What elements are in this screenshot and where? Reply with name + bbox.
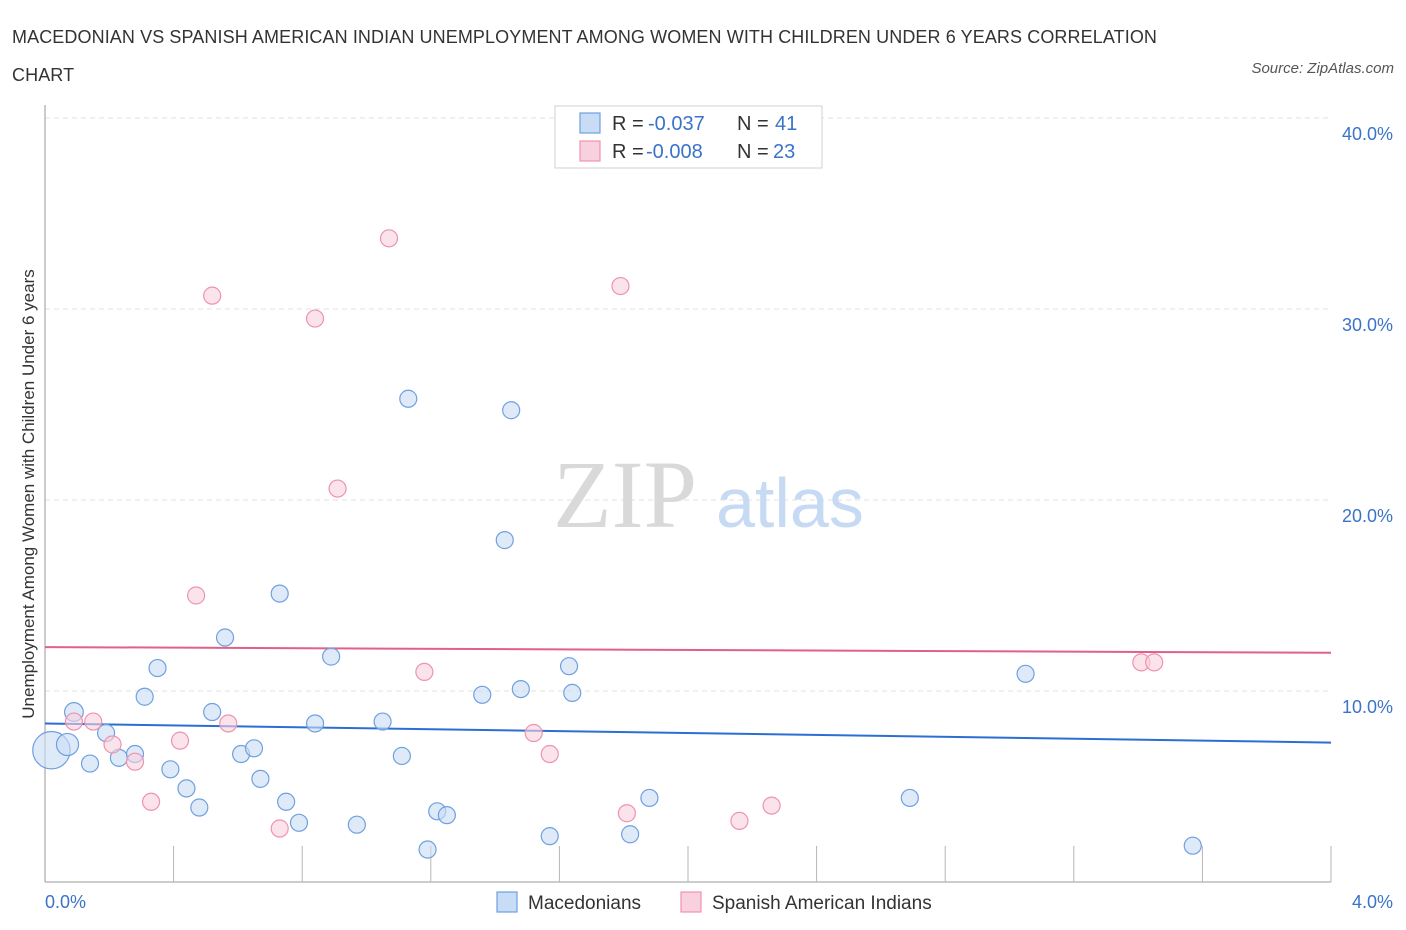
point-macedonians-31 — [511, 679, 530, 699]
point-spanish-american-indians-10 — [305, 309, 325, 328]
legend-n-value-1: 23 — [773, 141, 795, 163]
bottom-legend-label-macedonians: Macedonians — [528, 893, 641, 914]
bottom-legend-swatch-macedonians — [496, 891, 518, 913]
grid-lines — [45, 117, 1331, 692]
point-spanish-american-indians-17 — [617, 804, 637, 823]
point-spanish-american-indians-7 — [203, 286, 222, 305]
y-tick-label-10: 10.0% — [1342, 697, 1393, 717]
legend-r-label-1: R = — [612, 141, 644, 163]
legend-r-label-0: R = — [612, 113, 644, 135]
point-macedonians-21 — [322, 647, 341, 666]
point-macedonians-30 — [495, 531, 514, 550]
correlation-legend: R = -0.037 N = 41 R = -0.008 N = 23 — [554, 105, 823, 169]
x-tick-label-min: 0.0% — [45, 892, 86, 912]
point-macedonians-11 — [190, 798, 209, 817]
trend-line-macedonians — [44, 722, 1332, 744]
point-spanish-american-indians-4 — [141, 792, 161, 811]
watermark-atlas: atlas — [716, 464, 864, 542]
series-legend: Macedonians Spanish American Indians — [496, 891, 932, 914]
point-macedonians-29 — [473, 685, 492, 704]
point-spanish-american-indians-18 — [730, 811, 749, 830]
point-spanish-american-indians-12 — [379, 229, 399, 248]
point-macedonians-17 — [270, 584, 289, 603]
point-spanish-american-indians-9 — [270, 819, 289, 838]
point-macedonians-28 — [437, 806, 456, 825]
point-spanish-american-indians-19 — [762, 796, 781, 815]
legend-n-label-1: N = — [737, 141, 769, 163]
point-spanish-american-indians-14 — [524, 723, 543, 743]
bottom-legend-label-spanish-american-indians: Spanish American Indians — [712, 893, 932, 914]
point-macedonians-34 — [559, 657, 579, 676]
bottom-legend-swatch-spanish-american-indians — [680, 891, 702, 913]
y-tick-label-30: 30.0% — [1342, 315, 1393, 335]
trend-line-spanish-american-indians — [44, 646, 1332, 654]
point-spanish-american-indians-0 — [64, 712, 84, 731]
point-macedonians-22 — [347, 815, 366, 834]
x-tick-label-max: 4.0% — [1352, 892, 1393, 912]
chart-title: MACEDONIAN VS SPANISH AMERICAN INDIAN UN… — [12, 27, 1158, 85]
point-macedonians-23 — [373, 712, 392, 731]
point-spanish-american-indians-5 — [170, 731, 190, 750]
point-macedonians-15 — [244, 739, 264, 758]
chart-source: Source: ZipAtlas.com — [1251, 60, 1394, 77]
watermark-zip: ZIP — [553, 441, 697, 548]
point-macedonians-16 — [251, 769, 270, 788]
legend-swatch-macedonians — [579, 112, 601, 134]
point-spanish-american-indians-21 — [1145, 653, 1164, 672]
point-macedonians-26 — [418, 840, 437, 859]
point-macedonians-9 — [161, 760, 180, 779]
point-macedonians-12 — [203, 702, 222, 722]
point-spanish-american-indians-3 — [125, 752, 145, 771]
point-macedonians-13 — [215, 628, 235, 647]
point-spanish-american-indians-16 — [611, 276, 630, 296]
point-macedonians-3 — [80, 754, 100, 773]
point-spanish-american-indians-2 — [103, 735, 122, 754]
y-axis-label: Unemployment Among Women with Children U… — [19, 269, 38, 718]
point-spanish-american-indians-11 — [328, 479, 347, 498]
x-ticks — [173, 846, 1332, 882]
point-spanish-american-indians-1 — [84, 712, 103, 731]
legend-n-label-0: N = — [737, 113, 769, 135]
point-macedonians-35 — [563, 683, 582, 703]
point-macedonians-36 — [621, 825, 640, 844]
point-macedonians-25 — [399, 389, 418, 408]
legend-r-value-1: -0.008 — [646, 141, 703, 163]
point-spanish-american-indians-15 — [540, 744, 559, 764]
point-macedonians-7 — [135, 687, 154, 706]
point-macedonians-37 — [640, 788, 659, 808]
point-macedonians-39 — [1016, 664, 1035, 683]
y-tick-labels: 10.0% 20.0% 30.0% 40.0% — [1342, 124, 1393, 717]
point-macedonians-33 — [540, 827, 559, 846]
point-macedonians-8 — [148, 658, 167, 678]
data-points — [32, 229, 1202, 859]
point-macedonians-20 — [305, 714, 325, 733]
point-macedonians-38 — [900, 788, 919, 808]
legend-n-value-0: 41 — [775, 113, 797, 135]
legend-r-value-0: -0.037 — [648, 113, 705, 135]
point-macedonians-19 — [289, 813, 309, 832]
point-macedonians-32 — [502, 401, 521, 420]
point-spanish-american-indians-6 — [187, 586, 206, 605]
legend-swatch-spanish-american-indians — [579, 140, 601, 162]
point-macedonians-40 — [1183, 836, 1202, 855]
point-spanish-american-indians-8 — [219, 714, 238, 733]
point-macedonians-10 — [177, 779, 196, 798]
point-macedonians-18 — [277, 792, 296, 811]
point-macedonians-24 — [392, 746, 411, 766]
trend-lines — [44, 646, 1332, 744]
y-tick-label-20: 20.0% — [1342, 506, 1393, 526]
y-tick-label-40: 40.0% — [1342, 124, 1393, 144]
point-macedonians-1 — [55, 732, 80, 757]
point-spanish-american-indians-13 — [415, 662, 434, 682]
